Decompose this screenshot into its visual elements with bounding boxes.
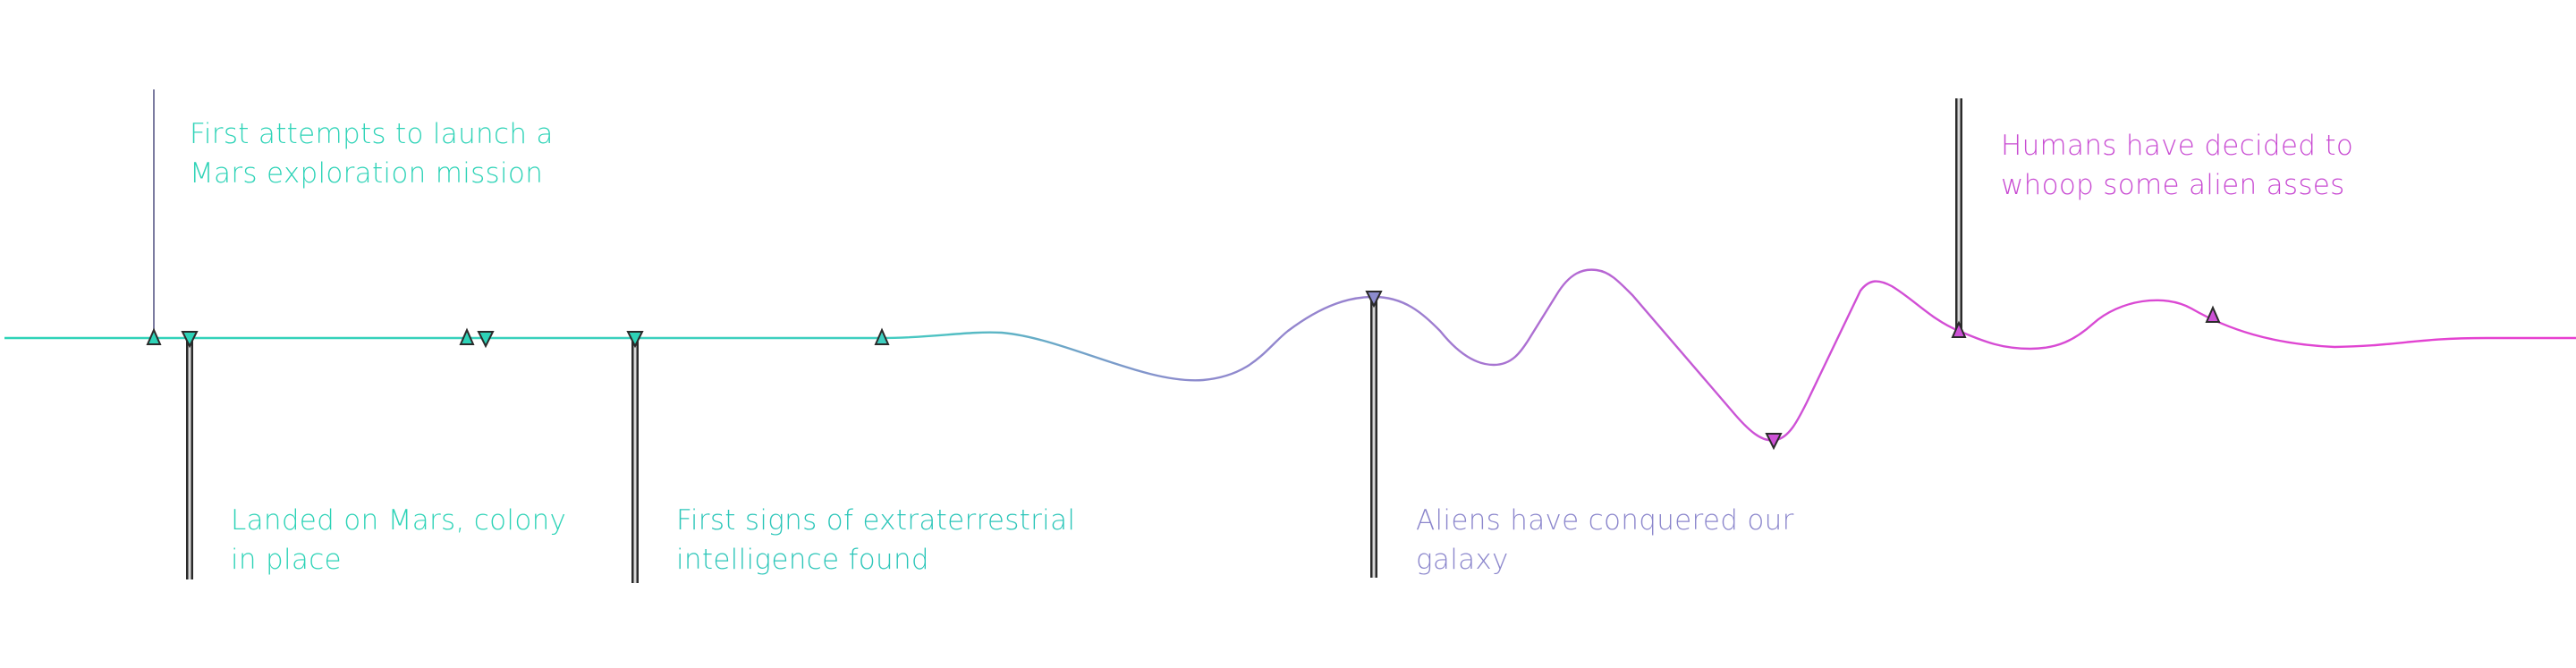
- marker-up-triangle[interactable]: [874, 327, 890, 345]
- event-2-label: Landed on Mars, colony in place: [231, 504, 567, 576]
- marker-up-triangle[interactable]: [1951, 320, 1967, 338]
- marker-up-triangle[interactable]: [2205, 305, 2221, 323]
- event-4-pole: [1370, 297, 1377, 578]
- marker-down-triangle[interactable]: [626, 331, 644, 349]
- event-1-label: First attempts to launch a Mars explorat…: [190, 118, 554, 190]
- marker-up-triangle[interactable]: [459, 327, 475, 345]
- event-3-pole: [631, 338, 639, 583]
- marker-down-triangle[interactable]: [1765, 433, 1783, 451]
- event-5-pole: [1955, 98, 1962, 331]
- event-5-label: Humans have decided to whoop some alien …: [2001, 130, 2354, 201]
- event-2-pole: [186, 338, 193, 579]
- marker-up-triangle[interactable]: [146, 327, 162, 345]
- marker-down-triangle[interactable]: [1365, 291, 1383, 309]
- event-3-label: First signs of extraterrestrial intellig…: [676, 504, 1076, 576]
- marker-down-triangle[interactable]: [181, 331, 199, 349]
- marker-down-triangle[interactable]: [477, 331, 495, 349]
- timeline-curve: [4, 268, 2576, 442]
- event-4-label: Aliens have conquered our galaxy: [1416, 504, 1794, 576]
